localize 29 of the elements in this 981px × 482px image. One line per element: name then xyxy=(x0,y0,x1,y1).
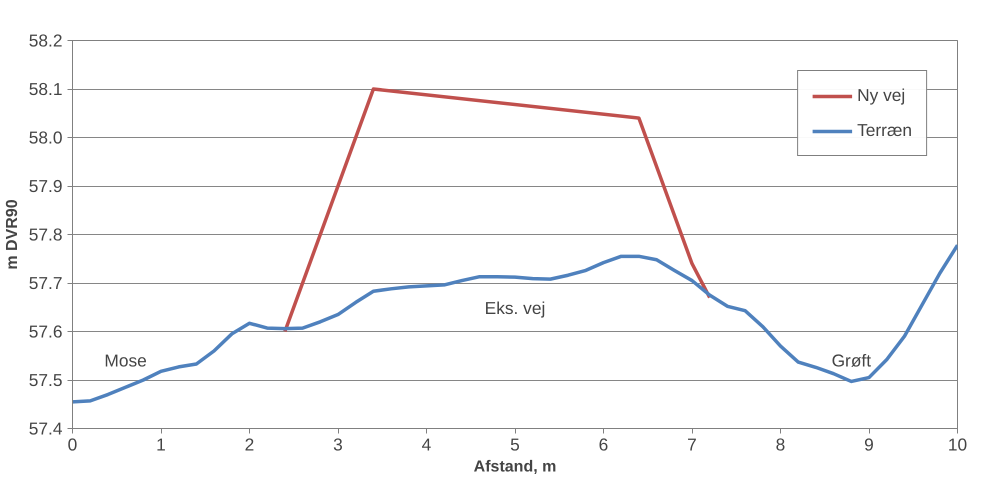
x-tick-label: 10 xyxy=(948,434,968,454)
y-axis-title: m DVR90 xyxy=(4,199,21,270)
y-tick-label: 57.6 xyxy=(28,322,63,342)
x-tick-label: 3 xyxy=(333,434,343,454)
x-tick-label: 6 xyxy=(598,434,608,454)
x-tick-label: 9 xyxy=(864,434,874,454)
x-tick-label: 2 xyxy=(244,434,254,454)
x-tick-label: 8 xyxy=(776,434,786,454)
annotation: Grøft xyxy=(832,350,872,371)
annotation: Eks. vej xyxy=(484,298,546,318)
annotation: Mose xyxy=(104,350,147,371)
legend-label: Ny vej xyxy=(857,85,906,106)
y-tick-label: 58.0 xyxy=(28,128,63,148)
y-tick-label: 57.4 xyxy=(28,418,63,438)
y-tick-label: 58.1 xyxy=(28,79,63,99)
y-tick-label: 57.5 xyxy=(28,370,63,390)
y-tick-label: 57.9 xyxy=(28,176,63,196)
x-tick-label: 7 xyxy=(687,434,697,454)
x-tick-label: 1 xyxy=(156,434,166,454)
y-tick-label: 57.7 xyxy=(28,273,63,293)
y-tick-label: 58.2 xyxy=(28,30,63,50)
x-axis-title: Afstand, m xyxy=(474,458,556,476)
y-tick-label: 57.8 xyxy=(28,224,63,244)
x-tick-label: 0 xyxy=(68,434,78,454)
legend-label: Terræn xyxy=(857,120,912,141)
x-tick-label: 5 xyxy=(510,434,520,454)
x-tick-label: 4 xyxy=(422,434,432,454)
line-series xyxy=(72,243,958,404)
line-series xyxy=(283,87,712,334)
